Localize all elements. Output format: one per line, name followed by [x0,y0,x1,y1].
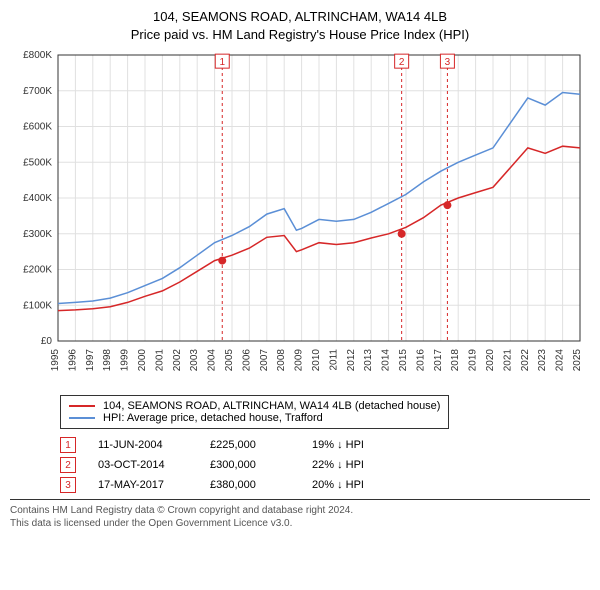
marker-date: 17-MAY-2017 [98,479,188,491]
svg-text:£600K: £600K [23,122,52,133]
footer-line-2: This data is licensed under the Open Gov… [10,517,590,530]
chart-container: 104, SEAMONS ROAD, ALTRINCHAM, WA14 4LB … [0,0,600,536]
marker-date: 11-JUN-2004 [98,439,188,451]
marker-price: £380,000 [210,479,290,491]
svg-text:3: 3 [445,57,451,68]
svg-text:1998: 1998 [102,349,113,372]
svg-text:2014: 2014 [381,349,392,372]
svg-text:£300K: £300K [23,229,52,240]
marker-row: 3 17-MAY-2017 £380,000 20% ↓ HPI [60,477,590,493]
footer-line-1: Contains HM Land Registry data © Crown c… [10,504,590,517]
svg-text:1996: 1996 [67,349,78,372]
chart-svg: £0 £100K £200K £300K £400K £500K £600K £700K £80… [10,49,590,389]
svg-text:2011: 2011 [328,349,339,371]
marker-price: £225,000 [210,439,290,451]
title-line-1: 104, SEAMONS ROAD, ALTRINCHAM, WA14 4LB [10,8,590,26]
svg-text:2012: 2012 [346,349,357,372]
marker-table: 1 11-JUN-2004 £225,000 19% ↓ HPI 2 03-OCT-201… [60,437,590,493]
svg-text:1999: 1999 [120,349,131,372]
legend-row: 104, SEAMONS ROAD, ALTRINCHAM, WA14 4LB … [69,400,440,412]
svg-text:£200K: £200K [23,265,52,276]
footer: Contains HM Land Registry data © Crown c… [10,499,590,530]
svg-text:2000: 2000 [137,349,148,372]
svg-text:2016: 2016 [415,349,426,372]
title-line-2: Price paid vs. HM Land Registry's House … [10,26,590,44]
chart-title: 104, SEAMONS ROAD, ALTRINCHAM, WA14 4LB … [10,8,590,43]
legend-swatch [69,417,95,419]
svg-text:£800K: £800K [23,50,52,61]
svg-text:1: 1 [219,57,225,68]
legend-label: HPI: Average price, detached house, Traf… [103,412,323,424]
marker-badge: 2 [60,457,76,473]
legend: 104, SEAMONS ROAD, ALTRINCHAM, WA14 4LB … [60,395,449,429]
svg-text:2007: 2007 [259,349,270,372]
svg-text:2021: 2021 [502,349,513,372]
svg-text:2020: 2020 [485,349,496,372]
svg-text:2009: 2009 [294,349,305,372]
svg-text:£100K: £100K [23,300,52,311]
svg-text:2005: 2005 [224,349,235,372]
svg-text:£500K: £500K [23,157,52,168]
svg-text:2018: 2018 [450,349,461,372]
svg-text:2001: 2001 [154,349,165,372]
svg-text:2002: 2002 [172,349,183,372]
svg-text:£400K: £400K [23,193,52,204]
svg-text:2024: 2024 [555,349,566,372]
marker-badge: 3 [60,477,76,493]
marker-row: 2 03-OCT-2014 £300,000 22% ↓ HPI [60,457,590,473]
svg-text:2025: 2025 [572,349,583,372]
marker-price: £300,000 [210,459,290,471]
svg-text:2015: 2015 [398,349,409,372]
svg-text:2013: 2013 [363,349,374,372]
svg-text:2006: 2006 [241,349,252,372]
svg-text:2003: 2003 [189,349,200,372]
svg-text:1995: 1995 [50,349,61,372]
svg-text:2017: 2017 [433,349,444,372]
svg-text:2008: 2008 [276,349,287,372]
svg-text:£700K: £700K [23,86,52,97]
legend-swatch [69,405,95,407]
legend-label: 104, SEAMONS ROAD, ALTRINCHAM, WA14 4LB … [103,400,440,412]
svg-text:2: 2 [399,57,405,68]
svg-text:2004: 2004 [207,349,218,372]
svg-text:2019: 2019 [468,349,479,372]
marker-date: 03-OCT-2014 [98,459,188,471]
legend-row: HPI: Average price, detached house, Traf… [69,412,440,424]
svg-text:2023: 2023 [537,349,548,372]
svg-text:2010: 2010 [311,349,322,372]
marker-delta: 22% ↓ HPI [312,459,402,471]
svg-text:2022: 2022 [520,349,531,372]
svg-text:1997: 1997 [85,349,96,372]
svg-text:£0: £0 [41,336,53,347]
marker-delta: 20% ↓ HPI [312,479,402,491]
marker-row: 1 11-JUN-2004 £225,000 19% ↓ HPI [60,437,590,453]
marker-delta: 19% ↓ HPI [312,439,402,451]
line-chart: £0 £100K £200K £300K £400K £500K £600K £700K £80… [10,49,590,389]
marker-badge: 1 [60,437,76,453]
